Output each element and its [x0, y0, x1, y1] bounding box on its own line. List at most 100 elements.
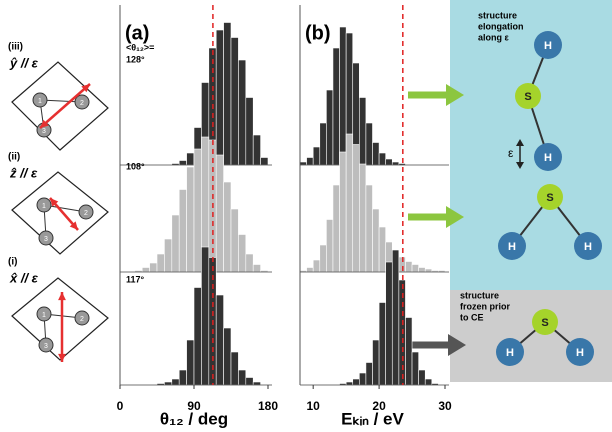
histogram-bar	[224, 182, 231, 272]
atom-label: S	[541, 317, 548, 329]
histogram-bar	[353, 145, 360, 273]
histogram-bar	[353, 379, 360, 385]
histogram-bar	[366, 185, 373, 272]
histogram-bar	[320, 245, 327, 272]
histogram-bar	[187, 340, 194, 385]
histogram-bar	[307, 158, 314, 166]
histogram-bar	[150, 263, 157, 272]
histogram-bar	[179, 190, 186, 273]
note: structure	[478, 10, 517, 20]
atom-number: 2	[80, 100, 84, 107]
histogram-bar	[187, 167, 194, 272]
figure: structure elongation along ε structure f…	[0, 0, 612, 432]
histogram-bar	[379, 227, 386, 272]
atom-number: 3	[42, 128, 46, 135]
histogram-bar	[405, 318, 412, 386]
x-axis-label: θ₁₂ / deg	[160, 409, 228, 428]
histogram-bar	[340, 27, 347, 165]
histogram-bar	[253, 135, 260, 165]
histogram-bar	[253, 265, 260, 273]
panel-label: (b)	[305, 22, 331, 44]
histogram-bar	[379, 303, 386, 386]
note: to CE	[460, 312, 484, 322]
x-tick-label: 10	[307, 399, 321, 413]
histogram-bar	[157, 254, 164, 272]
atom-label: H	[544, 152, 552, 164]
plane	[12, 62, 108, 150]
atom-label: S	[524, 91, 531, 103]
row-id: (iii)	[8, 42, 23, 53]
histogram-bar	[320, 123, 327, 165]
annotation: 128°	[126, 54, 145, 64]
plane	[12, 278, 108, 360]
histogram-bar	[313, 147, 320, 165]
histogram-bar	[194, 288, 201, 386]
histogram-bar	[172, 215, 179, 272]
histogram-bar	[246, 254, 253, 272]
atom-label: H	[506, 347, 514, 359]
row-axis: x̂ // ε	[9, 270, 39, 285]
note: along ε	[478, 32, 509, 42]
histogram-bar	[359, 373, 366, 385]
row-id: (i)	[8, 257, 17, 268]
histogram-bar	[379, 153, 386, 165]
histogram-bar	[224, 23, 231, 166]
x-tick-label: 0	[117, 399, 124, 413]
x-tick-label: 30	[438, 399, 452, 413]
histogram-bar	[179, 161, 186, 166]
histogram-bar	[246, 378, 253, 386]
histogram-bar	[392, 162, 399, 165]
histogram-bar	[216, 30, 223, 165]
row-axis: ẑ // ε	[9, 165, 38, 180]
histogram-bar	[366, 123, 373, 165]
histogram-bar	[164, 382, 171, 385]
atom-number: 2	[84, 210, 88, 217]
histogram-bar	[386, 262, 393, 385]
histogram-bar	[313, 260, 320, 272]
histogram-bar	[346, 382, 353, 385]
histogram-bar	[238, 60, 245, 165]
x-tick-label: 180	[258, 399, 278, 413]
histogram-bar	[326, 220, 333, 273]
histogram-bar	[359, 164, 366, 272]
histogram-bar	[333, 185, 340, 272]
panel-label: (a)	[125, 22, 149, 44]
histogram-bar	[253, 382, 260, 385]
histogram-bar	[231, 209, 238, 272]
atom-number: 2	[80, 316, 84, 323]
histogram-bar	[238, 370, 245, 385]
histogram-bar	[386, 159, 393, 165]
histogram-bar	[419, 268, 426, 273]
histogram-bar	[187, 153, 194, 165]
histogram-bar	[194, 149, 201, 272]
histogram-bar	[142, 268, 149, 273]
note: elongation	[478, 21, 524, 31]
histogram-bar	[419, 370, 426, 385]
histogram-bar	[231, 352, 238, 385]
histogram-bar	[231, 38, 238, 166]
histogram-bar	[224, 328, 231, 385]
row-id: (ii)	[8, 152, 20, 163]
row-axis: ŷ // ε	[9, 55, 39, 70]
histogram-bar	[359, 98, 366, 166]
histogram-bar	[164, 239, 171, 272]
histogram-bar	[412, 352, 419, 385]
histogram-bar	[172, 379, 179, 385]
atom-label: H	[508, 241, 516, 253]
atom-label: S	[546, 192, 553, 204]
histogram-bar	[261, 158, 268, 166]
histogram-bar	[405, 262, 412, 273]
histogram-bar	[333, 48, 340, 165]
histogram-bar	[373, 209, 380, 272]
note: structure	[460, 290, 499, 300]
atom-label: H	[576, 347, 584, 359]
histogram-bar	[246, 98, 253, 166]
annotation: <θ₁₂>=	[126, 42, 154, 52]
histogram-bar	[340, 152, 347, 272]
epsilon: ε	[508, 146, 514, 160]
annotation: 117°	[126, 274, 145, 284]
histogram-bar	[392, 250, 399, 385]
note: frozen prior	[460, 301, 510, 311]
plane	[12, 172, 108, 254]
histogram-bar	[300, 162, 307, 165]
